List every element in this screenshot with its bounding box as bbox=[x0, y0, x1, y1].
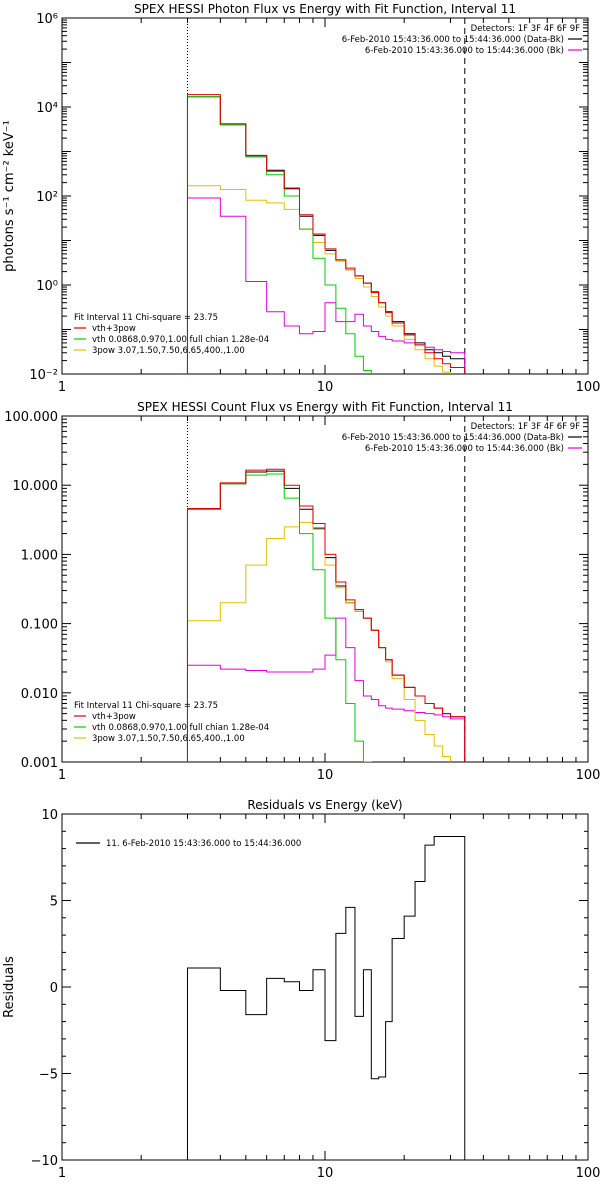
chart-title: SPEX HESSI Count Flux vs Energy with Fit… bbox=[137, 400, 513, 414]
series-line-total bbox=[186, 468, 466, 762]
fit-legend-entry: vth+3pow bbox=[92, 712, 136, 722]
x-tick-label: 1 bbox=[58, 380, 66, 395]
x-tick-label: 10 bbox=[317, 768, 334, 783]
chart-2: SPEX HESSI Count Flux vs Energy with Fit… bbox=[4, 400, 600, 783]
series-line-bk bbox=[186, 617, 466, 762]
chart-3: Residuals vs Energy (keV) 1 10 100 −10 −5 0 5 10… bbox=[2, 798, 600, 1181]
series-group bbox=[186, 835, 466, 1160]
series-line-bk bbox=[186, 197, 466, 374]
chart-title: SPEX HESSI Photon Flux vs Energy with Fi… bbox=[134, 2, 516, 16]
legend-entry: 6-Feb-2010 15:43:36.000 to 15:44:36.000 … bbox=[365, 46, 564, 56]
y-tick-label: −5 bbox=[39, 1068, 58, 1083]
series-line-total bbox=[186, 94, 466, 374]
fit-legend-entry: vth+3pow bbox=[92, 324, 136, 334]
x-tick-label: 100 bbox=[576, 380, 600, 395]
detectors-label: Detectors: 1F 3F 4F 6F 9F bbox=[471, 422, 580, 432]
y-tick-label: 0 bbox=[50, 981, 58, 996]
y-tick-label: −10 bbox=[31, 1154, 58, 1169]
y-tick-label: 5 bbox=[50, 895, 58, 910]
x-tick-label: 10 bbox=[317, 380, 334, 395]
legend-entry: 6-Feb-2010 15:43:36.000 to 15:44:36.000 … bbox=[342, 35, 564, 45]
y-tick-label: 0.010 bbox=[21, 687, 58, 702]
chart-title: Residuals vs Energy (keV) bbox=[247, 798, 402, 812]
y-tick-label: 10⁻² bbox=[29, 368, 58, 383]
fit-header: Fit Interval 11 Chi-square = 23.75 bbox=[74, 313, 218, 323]
y-tick-label: 10² bbox=[36, 190, 58, 205]
legend-entry: 6-Feb-2010 15:43:36.000 to 15:44:36.000 … bbox=[365, 444, 564, 454]
y-tick-label: 0.100 bbox=[21, 618, 58, 633]
chart-1: SPEX HESSI Photon Flux vs Energy with Fi… bbox=[2, 2, 600, 395]
fit-legend-entry: 3pow 3.07,1.50,7.50,6.65,400.,1.00 bbox=[92, 734, 245, 744]
series-group bbox=[186, 468, 466, 762]
y-tick-label: 0.001 bbox=[21, 756, 58, 771]
y-tick-label: 10⁴ bbox=[36, 101, 58, 116]
y-axis-label: Residuals bbox=[2, 956, 17, 1018]
y-tick-label: 10⁶ bbox=[36, 12, 58, 27]
detectors-label: Detectors: 1F 3F 4F 6F 9F bbox=[471, 24, 580, 34]
x-tick-label: 100 bbox=[576, 1166, 600, 1181]
legend-entry: 11. 6-Feb-2010 15:43:36.000 to 15:44:36.… bbox=[106, 839, 301, 849]
fit-header: Fit Interval 11 Chi-square = 23.75 bbox=[74, 701, 218, 711]
y-tick-label: 10 bbox=[41, 808, 58, 823]
fit-legend-entry: vth 0.0868,0.970,1.00 full chian 1.28e-0… bbox=[92, 335, 269, 345]
legend-entry: 6-Feb-2010 15:43:36.000 to 15:44:36.000 … bbox=[342, 433, 564, 443]
x-tick-label: 1 bbox=[58, 1166, 66, 1181]
fit-legend-entry: vth 0.0868,0.970,1.00 full chian 1.28e-0… bbox=[92, 723, 269, 733]
x-tick-label: 10 bbox=[317, 1166, 334, 1181]
x-tick-label: 100 bbox=[576, 768, 600, 783]
y-tick-label: 1.000 bbox=[21, 548, 58, 563]
y-tick-label: 10⁰ bbox=[36, 279, 58, 294]
series-line-data bbox=[186, 835, 466, 1160]
y-tick-label: 100.000 bbox=[4, 410, 58, 425]
fit-legend-entry: 3pow 3.07,1.50,7.50,6.65,400.,1.00 bbox=[92, 346, 245, 356]
y-tick-label: 10.000 bbox=[13, 479, 59, 494]
series-group bbox=[186, 94, 466, 374]
x-tick-label: 1 bbox=[58, 768, 66, 783]
y-axis-label: photons s⁻¹ cm⁻² keV⁻¹ bbox=[2, 120, 17, 272]
